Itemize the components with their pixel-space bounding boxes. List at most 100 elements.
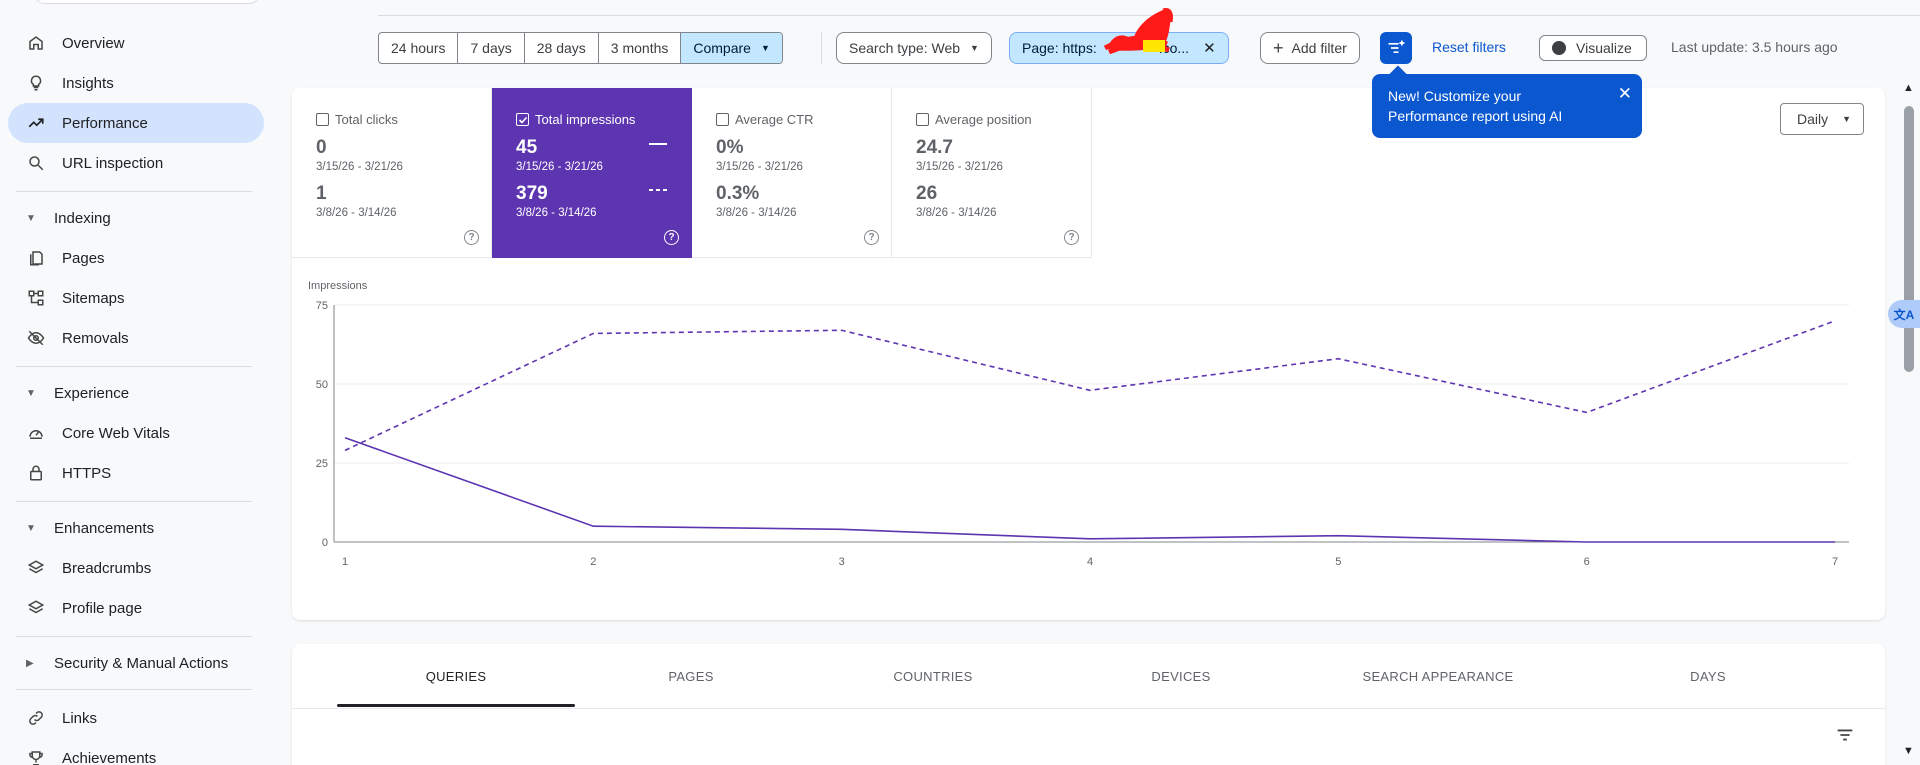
search-type-label: Search type: Web xyxy=(849,40,961,56)
sidebar-item-label: Pages xyxy=(62,249,105,267)
sidebar-item-pages[interactable]: Pages xyxy=(8,238,264,278)
sidebar-item-label: Profile page xyxy=(62,599,143,617)
granularity-dropdown[interactable]: Daily ▼ xyxy=(1780,103,1865,135)
sidebar-item-url-inspection[interactable]: URL inspection xyxy=(8,143,264,183)
close-icon[interactable]: ✕ xyxy=(1203,40,1216,57)
caret-down-icon: ▼ xyxy=(26,212,36,224)
sidebar-item-https[interactable]: HTTPS xyxy=(8,453,264,493)
sidebar-item-sitemaps[interactable]: Sitemaps xyxy=(8,278,264,318)
page-filter-suffix: .co... xyxy=(1158,40,1190,56)
checkbox-unchecked[interactable] xyxy=(716,113,729,126)
metric-total-clicks[interactable]: Total clicks 0 3/15/26 - 3/21/26 1 3/8/2… xyxy=(292,88,492,258)
sidebar-item-performance[interactable]: Performance xyxy=(8,103,264,143)
metric-header: Average CTR xyxy=(716,112,891,127)
sidebar-item-overview[interactable]: Overview xyxy=(8,23,264,63)
tab-days[interactable]: DAYS xyxy=(1690,668,1726,684)
date-range-24-hours[interactable]: 24 hours xyxy=(379,33,459,63)
scroll-down-arrow-icon[interactable]: ▼ xyxy=(1903,745,1914,757)
sidebar-section-security[interactable]: ▶ Security & Manual Actions xyxy=(8,645,264,681)
plus-icon: + xyxy=(1273,38,1284,58)
metric-range-current: 3/15/26 - 3/21/26 xyxy=(916,161,1003,173)
visualize-button[interactable]: Visualize xyxy=(1539,35,1647,61)
series-line-previous xyxy=(344,320,1836,452)
checkbox-checked[interactable] xyxy=(516,113,529,126)
sidebar-section-label: Security & Manual Actions xyxy=(54,654,229,672)
x-tick-label: 2 xyxy=(590,556,596,568)
date-range-28-days[interactable]: 28 days xyxy=(525,33,599,63)
sidebar-item-links[interactable]: Links xyxy=(8,698,264,738)
y-tick-label: 50 xyxy=(316,379,328,391)
translate-icon[interactable]: 文A xyxy=(1888,300,1920,328)
sidebar: Overview Insights Performance URL inspec… xyxy=(0,0,270,765)
ai-customize-tooltip: New! Customize your Performance report u… xyxy=(1372,74,1642,138)
x-tick-label: 4 xyxy=(1087,556,1093,568)
active-tab-indicator xyxy=(337,704,575,707)
legend-solid-line xyxy=(649,143,667,145)
sidebar-item-label: HTTPS xyxy=(62,464,112,482)
sidebar-item-profile-page[interactable]: Profile page xyxy=(8,588,264,628)
add-filter-button[interactable]: + Add filter xyxy=(1260,32,1360,64)
checkbox-unchecked[interactable] xyxy=(916,113,929,126)
layers-icon xyxy=(26,598,46,618)
tab-countries[interactable]: COUNTRIES xyxy=(893,668,973,684)
sidebar-item-label: Achievements xyxy=(62,749,157,765)
sidebar-divider xyxy=(16,366,252,367)
metric-range-previous: 3/8/26 - 3/14/26 xyxy=(316,207,397,219)
metric-range-previous: 3/8/26 - 3/14/26 xyxy=(516,207,597,219)
scrollbar-thumb[interactable] xyxy=(1904,106,1914,372)
sidebar-item-core-web-vitals[interactable]: Core Web Vitals xyxy=(8,413,264,453)
search-type-filter[interactable]: Search type: Web ▼ xyxy=(836,32,992,64)
page-filter-chip[interactable]: Page: https: .co... ✕ xyxy=(1009,32,1229,64)
legend-dashed-line xyxy=(649,189,667,191)
scroll-up-arrow-icon[interactable]: ▲ xyxy=(1903,82,1914,94)
chart-svg: Impressions 0 25 50 75 1 2 3 4 5 6 7 xyxy=(308,280,1849,568)
dropdown-arrow-icon: ▼ xyxy=(760,43,770,53)
help-icon[interactable]: ? xyxy=(664,230,679,245)
sidebar-item-label: Performance xyxy=(62,114,148,132)
ai-filter-button[interactable] xyxy=(1380,32,1412,64)
sidebar-section-enhancements[interactable]: ▼ Enhancements xyxy=(8,510,264,546)
metric-range-previous: 3/8/26 - 3/14/26 xyxy=(716,207,797,219)
filter-sparkle-icon xyxy=(1388,40,1405,53)
date-range-3-months[interactable]: 3 months xyxy=(599,33,682,63)
help-icon[interactable]: ? xyxy=(864,230,879,245)
home-icon xyxy=(26,33,46,53)
reset-filters-link[interactable]: Reset filters xyxy=(1432,39,1506,55)
sidebar-item-label: Breadcrumbs xyxy=(62,559,152,577)
y-tick-label: 25 xyxy=(316,458,328,470)
metric-average-ctr[interactable]: Average CTR 0% 3/15/26 - 3/21/26 0.3% 3/… xyxy=(692,88,892,258)
x-tick-label: 5 xyxy=(1335,556,1341,568)
sidebar-item-removals[interactable]: Removals xyxy=(8,318,264,358)
sidebar-section-experience[interactable]: ▼ Experience xyxy=(8,375,264,411)
property-selector[interactable] xyxy=(34,0,260,4)
sidebar-item-insights[interactable]: Insights xyxy=(8,63,264,103)
sidebar-item-breadcrumbs[interactable]: Breadcrumbs xyxy=(8,548,264,588)
tab-search-appearance[interactable]: SEARCH APPEARANCE xyxy=(1362,668,1514,684)
tab-devices[interactable]: DEVICES xyxy=(1151,668,1211,684)
caret-down-icon: ▼ xyxy=(26,522,36,534)
last-update-text: Last update: 3.5 hours ago xyxy=(1671,39,1838,55)
dimension-tabs-card: QUERIES PAGES COUNTRIES DEVICES SEARCH A… xyxy=(292,644,1885,765)
tab-queries[interactable]: QUERIES xyxy=(425,668,487,684)
sidebar-item-label: Links xyxy=(62,709,98,727)
tab-pages[interactable]: PAGES xyxy=(668,668,714,684)
sidebar-item-achievements[interactable]: Achievements xyxy=(8,738,264,765)
help-icon[interactable]: ? xyxy=(464,230,479,245)
sidebar-section-indexing[interactable]: ▼ Indexing xyxy=(8,200,264,236)
metric-average-position[interactable]: Average position 24.7 3/15/26 - 3/21/26 … xyxy=(892,88,1092,258)
link-icon xyxy=(26,708,46,728)
impressions-chart: Impressions 0 25 50 75 1 2 3 4 5 6 7 xyxy=(292,268,1885,598)
checkbox-unchecked[interactable] xyxy=(316,113,329,126)
x-tick-label: 7 xyxy=(1832,556,1838,568)
close-icon[interactable]: ✕ xyxy=(1617,84,1632,103)
metric-label: Total impressions xyxy=(535,112,636,127)
x-tick-label: 3 xyxy=(839,556,845,568)
metric-range-current: 3/15/26 - 3/21/26 xyxy=(516,161,603,173)
eye-off-icon xyxy=(26,328,46,348)
sidebar-section-label: Enhancements xyxy=(54,519,155,537)
metric-total-impressions[interactable]: Total impressions 45 3/15/26 - 3/21/26 3… xyxy=(492,88,692,258)
compare-dropdown[interactable]: Compare ▼ xyxy=(681,33,782,63)
date-range-7-days[interactable]: 7 days xyxy=(458,33,525,63)
help-icon[interactable]: ? xyxy=(1064,230,1079,245)
table-filter-icon[interactable] xyxy=(1834,724,1856,746)
